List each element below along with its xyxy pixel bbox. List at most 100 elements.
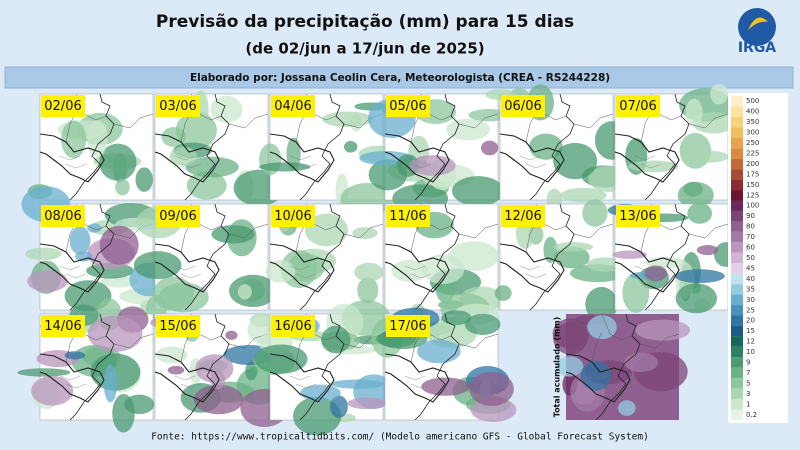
colorbar-label: 0.2 bbox=[746, 411, 757, 419]
map-panel: 08/06 bbox=[21, 186, 174, 312]
map-panel: 15/06 bbox=[150, 313, 289, 428]
precip-area bbox=[644, 265, 668, 282]
precip-area bbox=[322, 111, 374, 127]
precip-area bbox=[330, 379, 385, 389]
precip-area bbox=[169, 146, 198, 166]
total-label: Total acumulado (mm) bbox=[553, 317, 562, 418]
colorbar-cell bbox=[731, 158, 743, 170]
colorbar-label: 12 bbox=[746, 338, 755, 346]
precip-area bbox=[155, 346, 188, 364]
colorbar-label: 50 bbox=[746, 254, 755, 262]
precip-area bbox=[195, 354, 234, 383]
date-box bbox=[501, 205, 545, 227]
precip-area bbox=[87, 315, 143, 352]
precip-area bbox=[357, 277, 379, 304]
precip-area bbox=[61, 120, 87, 159]
precip-area bbox=[31, 375, 74, 406]
map-panel: 14/06 bbox=[17, 298, 155, 433]
precip-area bbox=[684, 150, 730, 163]
precip-area bbox=[635, 319, 691, 341]
date-label: 12/06 bbox=[504, 209, 541, 224]
date-box bbox=[616, 205, 660, 227]
date-box bbox=[616, 95, 660, 117]
colorbar-cell bbox=[731, 346, 743, 358]
colorbar-label: 200 bbox=[746, 160, 759, 168]
date-label: 13/06 bbox=[619, 209, 656, 224]
colorbar-label: 90 bbox=[746, 212, 755, 220]
precip-area bbox=[112, 393, 135, 433]
precip-area bbox=[677, 181, 714, 209]
precip-area bbox=[421, 254, 465, 285]
colorbar-cell bbox=[731, 294, 743, 306]
precip-area bbox=[675, 283, 718, 314]
precip-area bbox=[133, 251, 182, 280]
colorbar-cell bbox=[731, 252, 743, 264]
total-panel: Total acumulado (mm) bbox=[553, 314, 691, 420]
map-grid: 02/06 03/06 04/06 05/06 06/06 07/06 08/06 09/06… bbox=[17, 83, 739, 436]
colorbar-cell bbox=[731, 116, 743, 128]
colorbar-label: 175 bbox=[746, 170, 759, 178]
colorbar-cell bbox=[731, 242, 743, 253]
precip-area bbox=[553, 142, 598, 180]
colorbar-cell bbox=[731, 378, 743, 389]
colorbar-cell bbox=[731, 336, 743, 347]
colorbar-label: 9 bbox=[746, 359, 750, 367]
colorbar-label: 500 bbox=[746, 97, 759, 105]
colorbar-label: 30 bbox=[746, 296, 755, 304]
colorbar-label: 45 bbox=[746, 264, 755, 272]
precip-area bbox=[347, 397, 387, 410]
colorbar-cell bbox=[731, 388, 743, 400]
map-panel: 13/06 bbox=[607, 202, 739, 314]
precip-area bbox=[417, 339, 461, 364]
date-box bbox=[41, 95, 85, 117]
precip-area bbox=[115, 178, 130, 196]
colorbar-cell bbox=[731, 190, 743, 201]
map-panel: 11/06 bbox=[384, 203, 504, 323]
precip-area bbox=[229, 274, 277, 308]
author-bar bbox=[4, 66, 794, 89]
precip-area bbox=[553, 242, 594, 252]
map-panel: 09/06 bbox=[133, 203, 277, 324]
precip-area bbox=[293, 396, 342, 436]
precip-area bbox=[99, 143, 137, 181]
precip-area bbox=[27, 270, 68, 292]
precip-area bbox=[555, 356, 584, 377]
colorbar-label: 7 bbox=[746, 369, 750, 377]
map-panel: 10/06 bbox=[265, 203, 384, 311]
precip-area bbox=[585, 286, 618, 322]
precip-area bbox=[529, 133, 563, 160]
colorbar-label: 15 bbox=[746, 327, 755, 335]
precip-area bbox=[440, 310, 472, 326]
colorbar-cell bbox=[731, 273, 743, 285]
colorbar-label: 125 bbox=[746, 191, 759, 199]
colorbar-cell bbox=[731, 179, 743, 191]
logo-text: IRGA bbox=[738, 40, 776, 56]
precip-area bbox=[622, 272, 650, 313]
map-panel: 02/06 bbox=[27, 93, 154, 201]
precip-area bbox=[687, 202, 713, 224]
precip-area bbox=[582, 199, 608, 227]
date-label: 10/06 bbox=[274, 209, 311, 224]
colorbar-label: 350 bbox=[746, 118, 759, 126]
precip-area bbox=[451, 176, 505, 206]
colorbar-label: 300 bbox=[746, 129, 759, 137]
colorbar-label: 3 bbox=[746, 390, 750, 398]
footer: Fonte: https://www.tropicaltidbits.com/ … bbox=[151, 432, 649, 443]
colorbar-label: 10 bbox=[746, 348, 755, 356]
date-label: 14/06 bbox=[44, 319, 81, 334]
colorbar-label: 225 bbox=[746, 149, 759, 157]
precip-area bbox=[99, 225, 139, 265]
author: Elaborado por: Jossana Ceolin Cera, Mete… bbox=[190, 72, 610, 84]
precip-area bbox=[87, 120, 108, 158]
precip-area bbox=[696, 245, 719, 256]
precip-area bbox=[259, 162, 311, 172]
precip-area bbox=[354, 262, 384, 282]
date-box bbox=[156, 315, 200, 337]
date-box bbox=[271, 95, 315, 117]
colorbar-cell bbox=[731, 409, 743, 420]
date-box bbox=[271, 315, 315, 337]
precip-area bbox=[254, 344, 308, 374]
colorbar-label: 40 bbox=[746, 275, 755, 283]
map-panel: 05/06 bbox=[359, 93, 509, 213]
date-label: 16/06 bbox=[274, 319, 311, 334]
